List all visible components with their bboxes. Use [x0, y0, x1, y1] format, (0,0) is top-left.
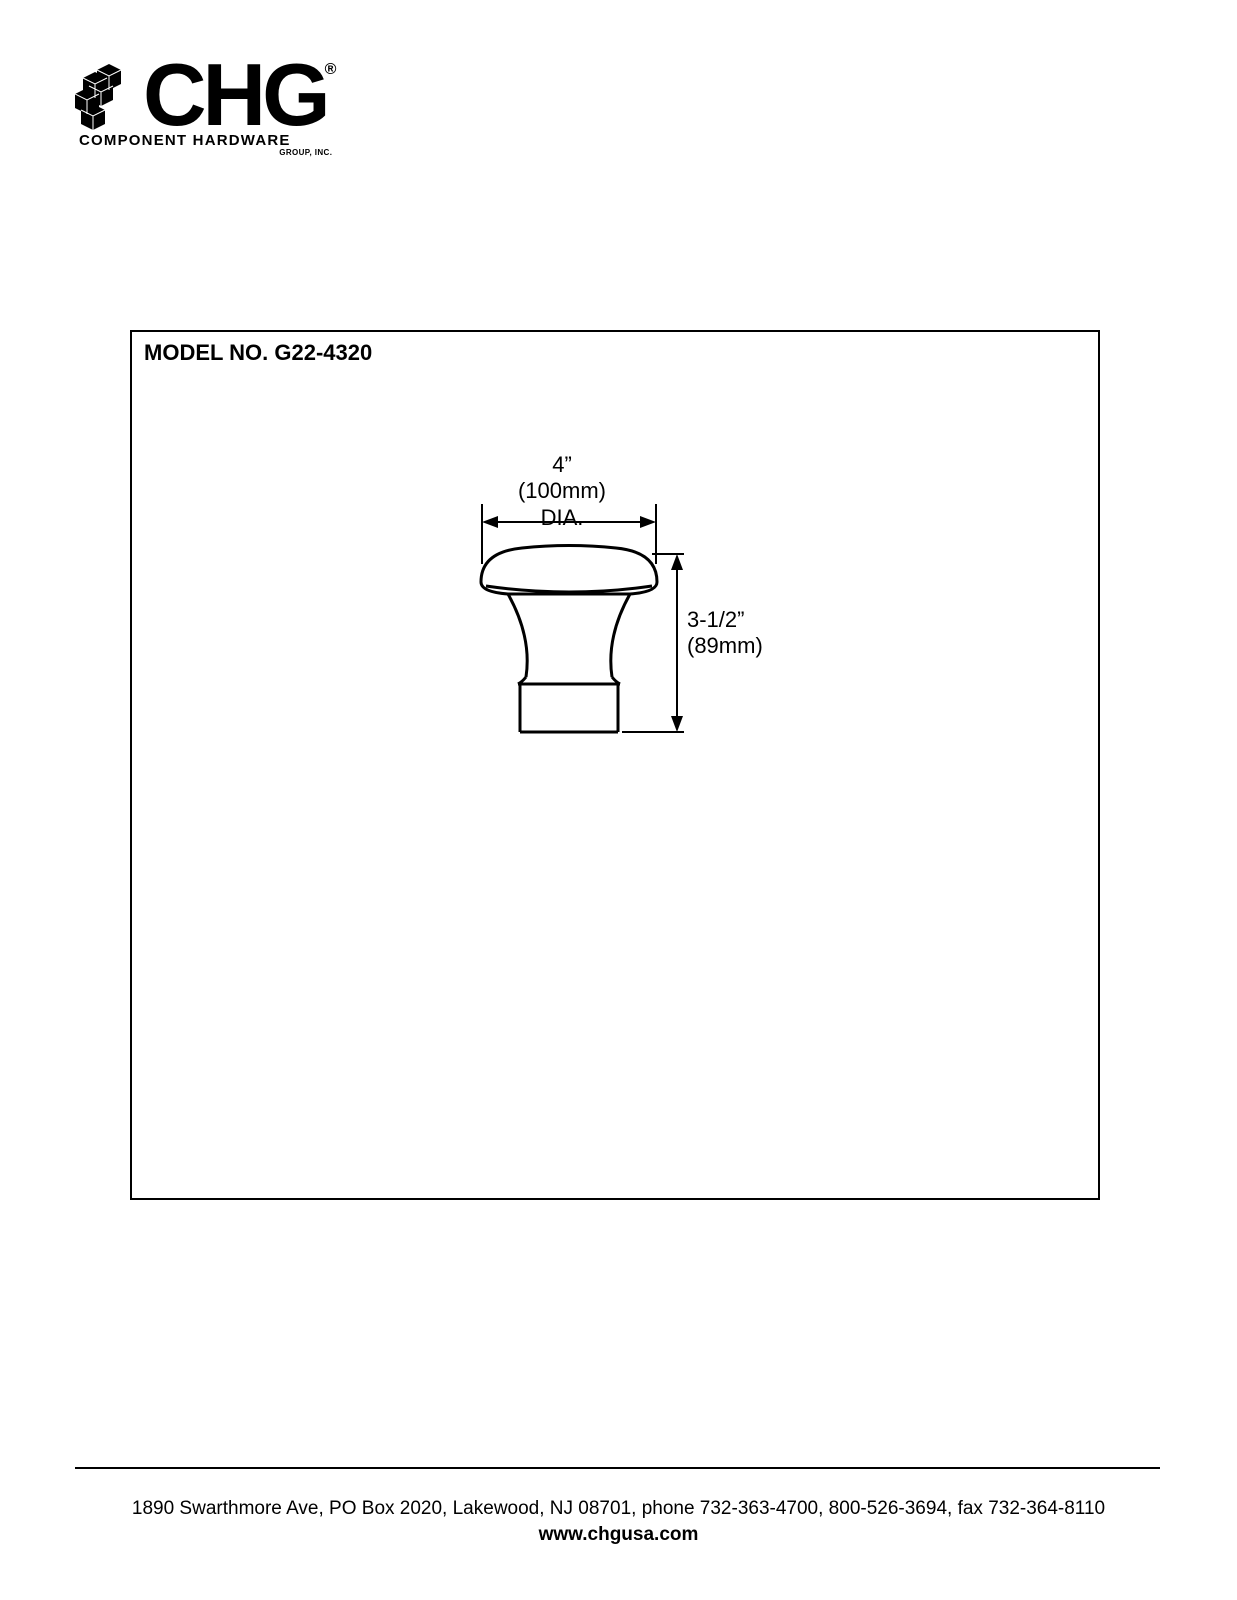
- registered-icon: ®: [325, 61, 333, 78]
- cubes-icon: [75, 60, 139, 130]
- model-number-label: MODEL NO. G22-4320: [144, 340, 372, 366]
- footer-url: www.chgusa.com: [0, 1524, 1237, 1546]
- dim-height-inches: 3-1/2”: [687, 607, 744, 632]
- dim-width-mm: (100mm): [518, 478, 606, 503]
- dim-width-text: 4” (100mm) DIA.: [482, 452, 642, 531]
- logo-block: CHG® COMPONENT HARDWARE GROUP, INC.: [75, 55, 334, 157]
- logo-row: CHG®: [75, 55, 334, 134]
- footer-divider: [75, 1467, 1160, 1469]
- logo-subtitle-2: GROUP, INC.: [75, 148, 332, 157]
- diagram-frame: MODEL NO. G22-4320 4” (100mm) DIA. 3-1/2…: [130, 330, 1100, 1200]
- technical-drawing: 4” (100mm) DIA. 3-1/2” (89mm): [352, 452, 872, 872]
- dim-width-dia: DIA.: [541, 505, 584, 530]
- logo-letters: CHG®: [143, 55, 334, 134]
- footer-address: 1890 Swarthmore Ave, PO Box 2020, Lakewo…: [0, 1498, 1237, 1520]
- dim-width-inches: 4”: [552, 452, 572, 477]
- logo-main: CHG: [143, 45, 327, 144]
- dim-height-text: 3-1/2” (89mm): [687, 607, 763, 660]
- dim-height-mm: (89mm): [687, 633, 763, 658]
